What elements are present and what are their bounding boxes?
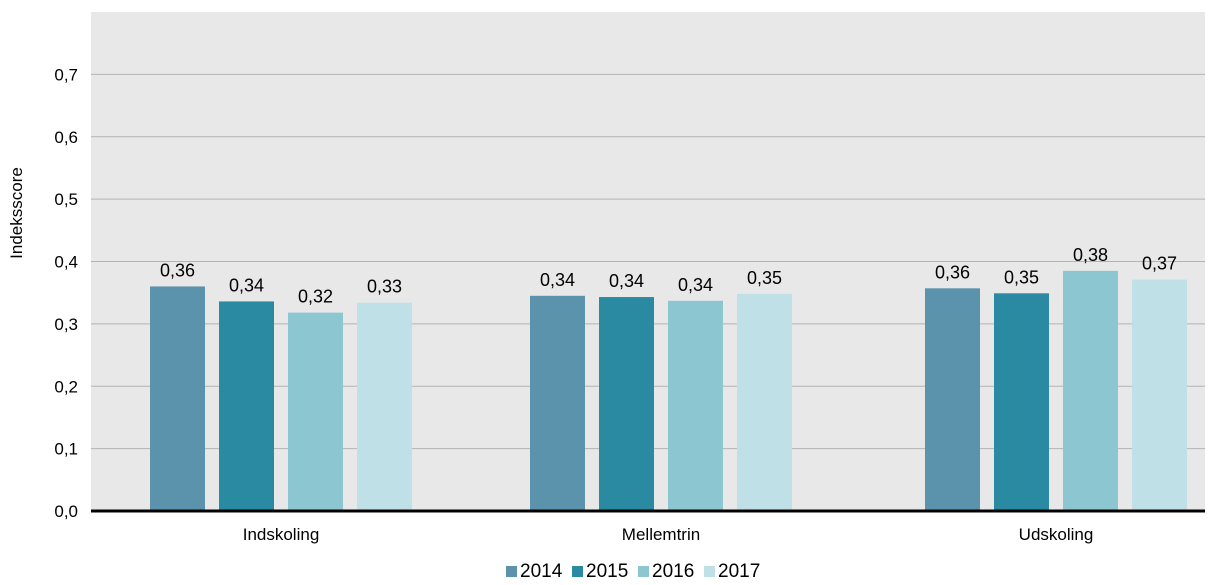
bar — [994, 293, 1049, 511]
y-tick-label: 0,1 — [54, 440, 78, 459]
data-label: 0,32 — [298, 287, 333, 307]
data-label: 0,35 — [1004, 267, 1039, 287]
x-category-label: Mellemtrin — [622, 525, 700, 544]
y-tick-label: 0,3 — [54, 315, 78, 334]
y-tick-label: 0,5 — [54, 190, 78, 209]
bar — [530, 295, 585, 511]
data-labels: 0,36 0,34 0,32 0,33 0,34 0,34 0,34 0,35 0,36 0,35… — [160, 245, 1177, 307]
data-label: 0,34 — [609, 271, 644, 291]
legend-swatch — [704, 566, 715, 577]
legend-swatch — [506, 566, 517, 577]
legend-swatch — [638, 566, 649, 577]
data-label: 0,35 — [747, 268, 782, 288]
bar — [288, 312, 343, 511]
x-category-label: Udskoling — [1019, 525, 1094, 544]
legend-label: 2016 — [652, 561, 694, 582]
y-tick-label: 0,7 — [54, 65, 78, 84]
y-tick-label: 0,6 — [54, 128, 78, 147]
data-label: 0,34 — [540, 270, 575, 290]
bar — [150, 286, 205, 511]
bar — [1132, 279, 1187, 511]
data-label: 0,33 — [367, 277, 402, 297]
legend-swatch — [572, 566, 583, 577]
bar — [357, 302, 412, 511]
y-tick-label: 0,4 — [54, 253, 78, 272]
bars — [150, 270, 1187, 511]
legend: 2014 2015 2016 2017 — [506, 561, 760, 582]
data-label: 0,38 — [1073, 245, 1108, 265]
axes: 0,0 0,1 0,2 0,3 0,4 0,5 0,6 0,7 Indskoling Mellem… — [54, 65, 1205, 544]
x-category-label: Indskoling — [243, 525, 320, 544]
bar — [219, 301, 274, 511]
bar — [737, 293, 792, 511]
bar — [599, 297, 654, 511]
data-label: 0,34 — [678, 275, 713, 295]
legend-label: 2014 — [520, 561, 563, 582]
data-label: 0,36 — [160, 260, 195, 280]
y-tick-label: 0,0 — [54, 502, 78, 521]
legend-label: 2015 — [586, 561, 628, 582]
legend-label: 2017 — [718, 561, 760, 582]
data-label: 0,36 — [935, 262, 970, 282]
data-label: 0,37 — [1142, 254, 1177, 274]
data-label: 0,34 — [229, 275, 264, 295]
bar — [1063, 270, 1118, 511]
y-axis-title: Indeksscore — [7, 167, 26, 259]
bar — [925, 288, 980, 511]
y-tick-label: 0,2 — [54, 377, 78, 396]
bar — [668, 300, 723, 511]
